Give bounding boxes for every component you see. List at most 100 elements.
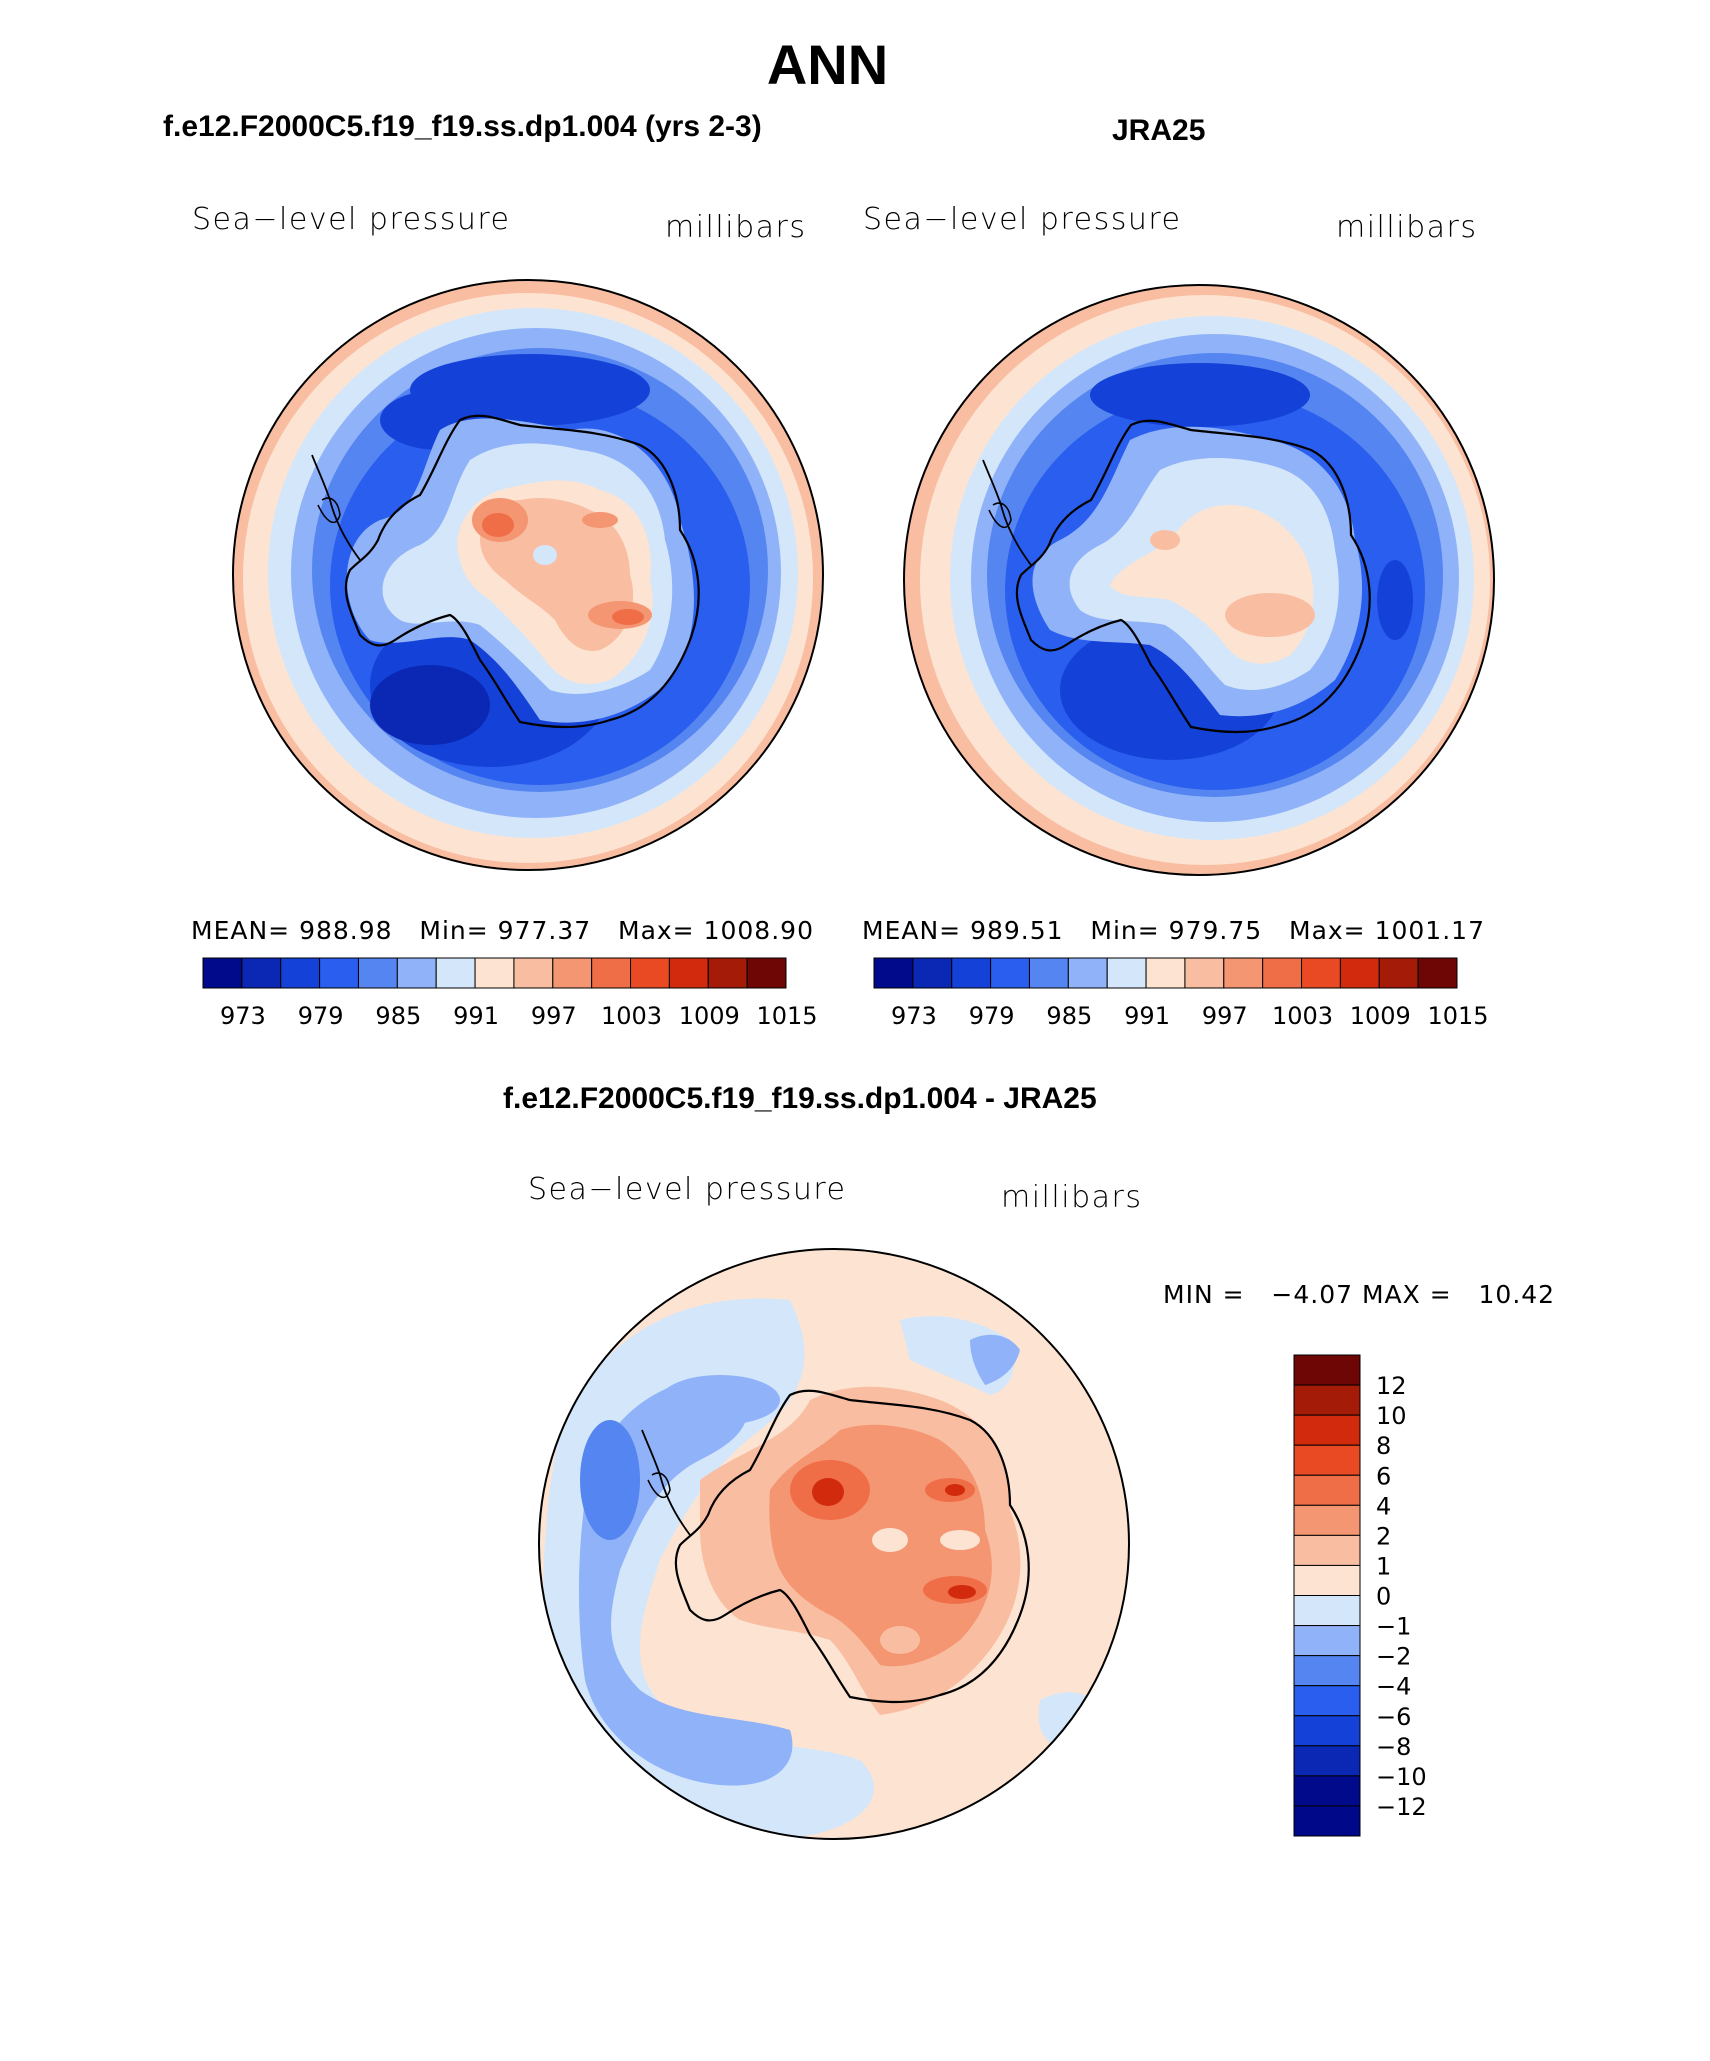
panel-1-mean-value: 988.98 xyxy=(299,916,393,945)
colorbar-1-box-9 xyxy=(552,957,593,989)
colorbar-1-tick-1: 979 xyxy=(298,1002,344,1030)
colorbar-2-box-13 xyxy=(1378,957,1419,989)
colorbar-1-tick-7: 1015 xyxy=(756,1002,817,1030)
colorbar-3-tick-2: 8 xyxy=(1376,1432,1391,1460)
panel-1-min-value: 977.37 xyxy=(497,916,592,945)
colorbar-1-box-10 xyxy=(591,957,632,989)
panel-3-stats: MIN = −4.07 MAX = 10.42 xyxy=(1163,1280,1555,1309)
colorbar-3-tick-8: −1 xyxy=(1376,1613,1411,1641)
colorbar-3-box-9 xyxy=(1293,1625,1361,1657)
panel-1-subtitle: f.e12.F2000C5.f19_f19.ss.dp1.004 (yrs 2-… xyxy=(163,110,762,143)
colorbar-2-tick-6: 1009 xyxy=(1350,1002,1411,1030)
colorbar-3-box-12 xyxy=(1293,1715,1361,1747)
panel-3-variable-label: Sea−level pressure xyxy=(528,1172,847,1207)
panel-1-max-label: Max= xyxy=(618,916,695,945)
colorbar-2-tick-5: 1003 xyxy=(1272,1002,1333,1030)
colorbar-1-box-0 xyxy=(202,957,243,989)
panel-2-variable-label: Sea−level pressure xyxy=(863,202,1182,237)
panel-1-mean-label: MEAN= xyxy=(191,916,291,945)
panel-2-min-value: 979.75 xyxy=(1168,916,1263,945)
colorbar-2-box-8 xyxy=(1184,957,1225,989)
colorbar-3-tick-14: −12 xyxy=(1376,1793,1427,1821)
colorbar-1-tick-2: 985 xyxy=(375,1002,421,1030)
colorbar-3-box-10 xyxy=(1293,1655,1361,1687)
colorbar-3-tick-0: 12 xyxy=(1376,1372,1407,1400)
colorbar-2-box-12 xyxy=(1339,957,1380,989)
panel-1-map xyxy=(232,279,824,871)
colorbar-1-tick-4: 997 xyxy=(531,1002,577,1030)
colorbar-2-box-7 xyxy=(1145,957,1186,989)
colorbar-1-box-11 xyxy=(630,957,670,989)
colorbar-2-box-4 xyxy=(1028,957,1069,989)
colorbar-2-box-3 xyxy=(990,957,1030,989)
colorbar-2-box-11 xyxy=(1301,957,1341,989)
colorbar-3-tick-11: −6 xyxy=(1376,1703,1411,1731)
colorbar-2-tick-4: 997 xyxy=(1202,1002,1248,1030)
colorbar-1-box-5 xyxy=(396,957,437,989)
colorbar-3-tick-3: 6 xyxy=(1376,1462,1391,1490)
colorbar-2-tick-3: 991 xyxy=(1124,1002,1170,1030)
panel-1-stats: MEAN= 988.98 Min= 977.37 Max= 1008.90 xyxy=(191,916,814,945)
colorbar-1-box-2 xyxy=(280,957,321,989)
colorbar-2-box-6 xyxy=(1106,957,1147,989)
panel-1-units-label: millibars xyxy=(665,210,807,245)
colorbar-3-tick-4: 4 xyxy=(1376,1492,1391,1520)
panel-3-map xyxy=(538,1248,1130,1840)
colorbar-3-tick-13: −10 xyxy=(1376,1763,1427,1791)
colorbar-3-box-15 xyxy=(1293,1805,1361,1837)
panel-2-stats: MEAN= 989.51 Min= 979.75 Max= 1001.17 xyxy=(862,916,1485,945)
panel-3-min-label: MIN = xyxy=(1163,1280,1245,1309)
colorbar-1-tick-3: 991 xyxy=(453,1002,499,1030)
colorbar-2-tick-0: 973 xyxy=(891,1002,937,1030)
colorbar-1-box-13 xyxy=(707,957,748,989)
colorbar-1-box-1 xyxy=(241,957,282,989)
colorbar-3-tick-10: −4 xyxy=(1376,1673,1411,1701)
colorbar-1-tick-5: 1003 xyxy=(601,1002,662,1030)
colorbar-3-box-3 xyxy=(1293,1444,1361,1476)
colorbar-3-box-14 xyxy=(1293,1775,1361,1807)
panel-1-max-value: 1008.90 xyxy=(703,916,814,945)
colorbar-2-tick-1: 979 xyxy=(969,1002,1015,1030)
panel-3-max-value: 10.42 xyxy=(1478,1280,1556,1309)
colorbar-1-box-4 xyxy=(357,957,398,989)
panel-1-variable-label: Sea−level pressure xyxy=(192,202,511,237)
colorbar-1-box-8 xyxy=(513,957,554,989)
colorbar-3-box-2 xyxy=(1293,1414,1361,1446)
panel-3-subtitle: f.e12.F2000C5.f19_f19.ss.dp1.004 - JRA25 xyxy=(503,1082,1097,1115)
colorbars: 973 979 985 991 997 1003 1009 1015 973 979 985 991 9… xyxy=(202,957,1489,1837)
colorbar-3-tick-1: 10 xyxy=(1376,1402,1407,1430)
panel-2-mean-value: 989.51 xyxy=(970,916,1064,945)
colorbar-3-tick-6: 1 xyxy=(1376,1552,1391,1580)
panel-3-min-value: −4.07 xyxy=(1271,1280,1354,1309)
panel-2-mean-label: MEAN= xyxy=(862,916,962,945)
panel-2-max-label: Max= xyxy=(1289,916,1366,945)
colorbar-3-box-1 xyxy=(1293,1384,1361,1416)
colorbar-1-box-6 xyxy=(435,957,476,989)
colorbar-3-box-13 xyxy=(1293,1745,1361,1777)
colorbar-2-box-5 xyxy=(1067,957,1108,989)
colorbar-1-box-14 xyxy=(746,957,787,989)
panel-3-max-label: MAX = xyxy=(1361,1280,1452,1309)
colorbar-2-tick-2: 985 xyxy=(1046,1002,1092,1030)
colorbar-1-tick-6: 1009 xyxy=(679,1002,740,1030)
panel-2-subtitle: JRA25 xyxy=(1112,114,1206,147)
colorbar-2-tick-7: 1015 xyxy=(1427,1002,1488,1030)
panel-2-min-label: Min= xyxy=(1090,916,1160,945)
panel-2-units-label: millibars xyxy=(1336,210,1478,245)
colorbar-3-box-4 xyxy=(1293,1474,1361,1506)
colorbar-3-box-8 xyxy=(1293,1595,1361,1627)
panel-3-units-label: millibars xyxy=(1001,1180,1143,1215)
colorbar-3-box-6 xyxy=(1293,1534,1361,1566)
colorbar-2-box-0 xyxy=(873,957,914,989)
main-title: ANN xyxy=(766,33,889,96)
colorbar-2-box-1 xyxy=(912,957,953,989)
colorbar-1-box-12 xyxy=(668,957,709,989)
panel-2-max-value: 1001.17 xyxy=(1374,916,1485,945)
colorbar-3-tick-9: −2 xyxy=(1376,1643,1411,1671)
colorbar-3-tick-5: 2 xyxy=(1376,1522,1391,1550)
panel-1-min-label: Min= xyxy=(419,916,489,945)
colorbar-3-tick-7: 0 xyxy=(1376,1583,1391,1611)
colorbar-3-box-5 xyxy=(1293,1504,1361,1536)
colorbar-1-box-7 xyxy=(474,957,515,989)
